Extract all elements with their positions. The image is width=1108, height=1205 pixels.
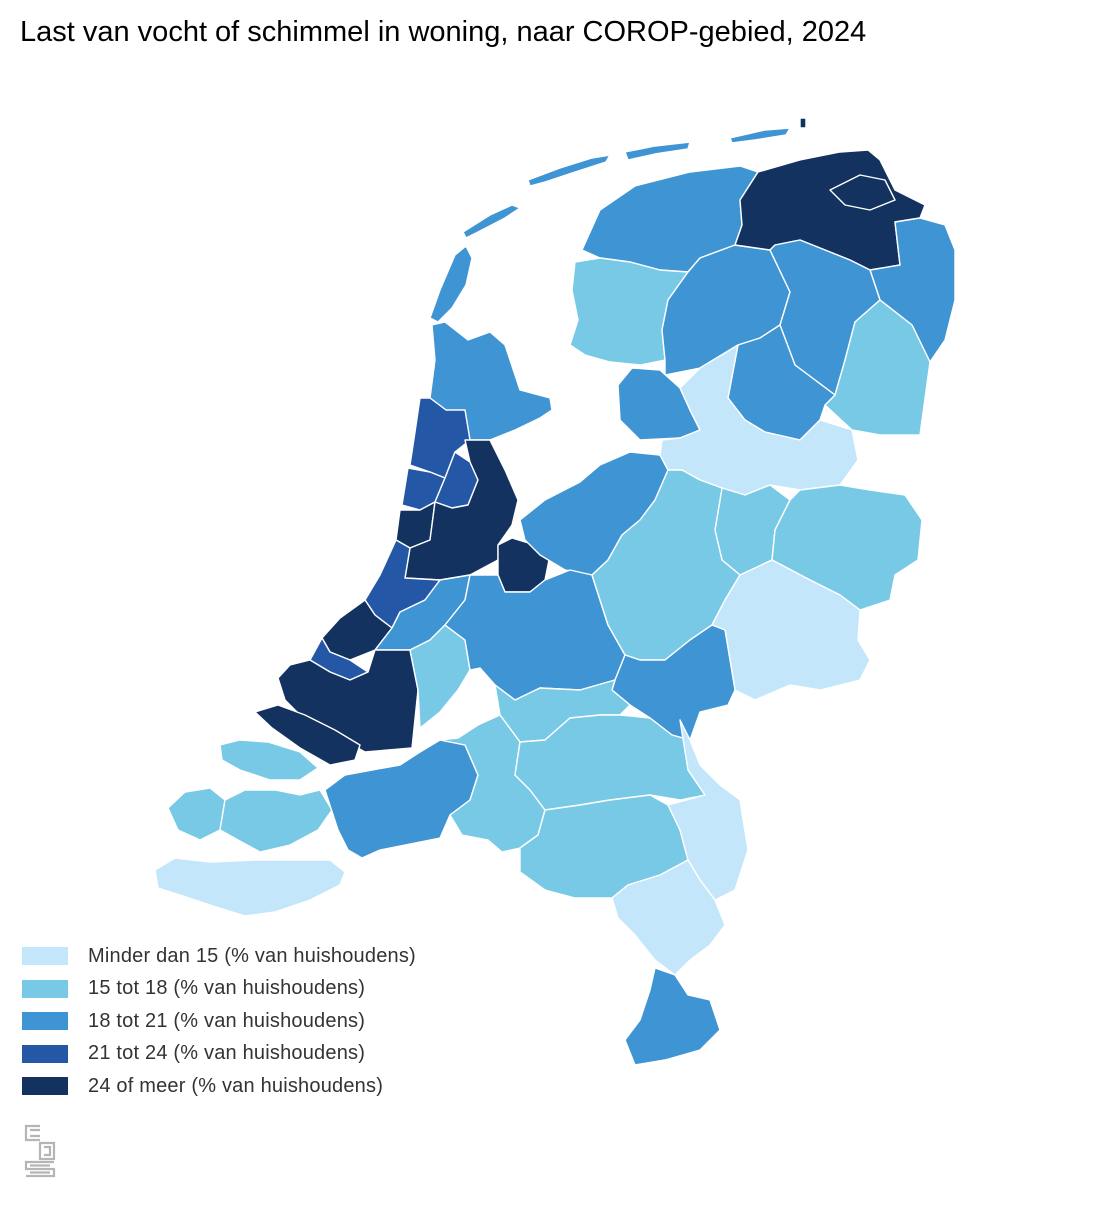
region-texel[interactable] [429, 245, 473, 323]
region-schiermonnikoog[interactable] [729, 127, 791, 144]
legend-label: 15 tot 18 (% van huishoudens) [88, 977, 366, 1000]
legend-item[interactable]: 21 tot 24 (% van huishoudens) [22, 1038, 416, 1071]
region-walcheren[interactable] [167, 787, 226, 841]
legend-swatch [22, 979, 68, 998]
region-vlieland[interactable] [462, 204, 521, 239]
region-groot-rijnmond[interactable] [277, 649, 419, 753]
legend-swatch [22, 1012, 68, 1031]
legend-swatch [22, 1044, 68, 1063]
legend-label: Minder dan 15 (% van huishoudens) [88, 944, 416, 967]
legend-label: 21 tot 24 (% van huishoudens) [88, 1042, 366, 1065]
region-overig-zeeland[interactable] [219, 789, 333, 853]
region-noord-overijssel[interactable] [659, 344, 859, 496]
region-goeree-voorne[interactable] [254, 704, 361, 766]
region-ameland[interactable] [624, 141, 691, 161]
legend-label: 24 of meer (% van huishoudens) [88, 1074, 384, 1097]
legend-item[interactable]: 18 tot 21 (% van huishoudens) [22, 1005, 416, 1038]
region-zuidoost-drenthe[interactable] [824, 299, 931, 436]
legend-item[interactable]: Minder dan 15 (% van huishoudens) [22, 940, 416, 973]
legend-swatch [22, 947, 68, 966]
region-terschelling[interactable] [527, 154, 611, 187]
region-schouwen-duiveland[interactable] [219, 739, 319, 781]
cbs-logo-icon [24, 1124, 56, 1178]
legend: Minder dan 15 (% van huishoudens) 15 tot… [22, 940, 416, 1103]
region-zeeuwsch-vlaanderen[interactable] [154, 857, 346, 917]
region-rottumeroog[interactable] [799, 117, 807, 129]
region-midden-limburg[interactable] [611, 859, 726, 976]
legend-label: 18 tot 21 (% van huishoudens) [88, 1009, 366, 1032]
region-zuid-limburg[interactable] [624, 967, 721, 1066]
legend-swatch [22, 1077, 68, 1096]
legend-item[interactable]: 15 tot 18 (% van huishoudens) [22, 973, 416, 1006]
legend-item[interactable]: 24 of meer (% van huishoudens) [22, 1070, 416, 1103]
region-delfzijl[interactable] [829, 174, 896, 211]
map-title: Last van vocht of schimmel in woning, na… [20, 16, 867, 48]
